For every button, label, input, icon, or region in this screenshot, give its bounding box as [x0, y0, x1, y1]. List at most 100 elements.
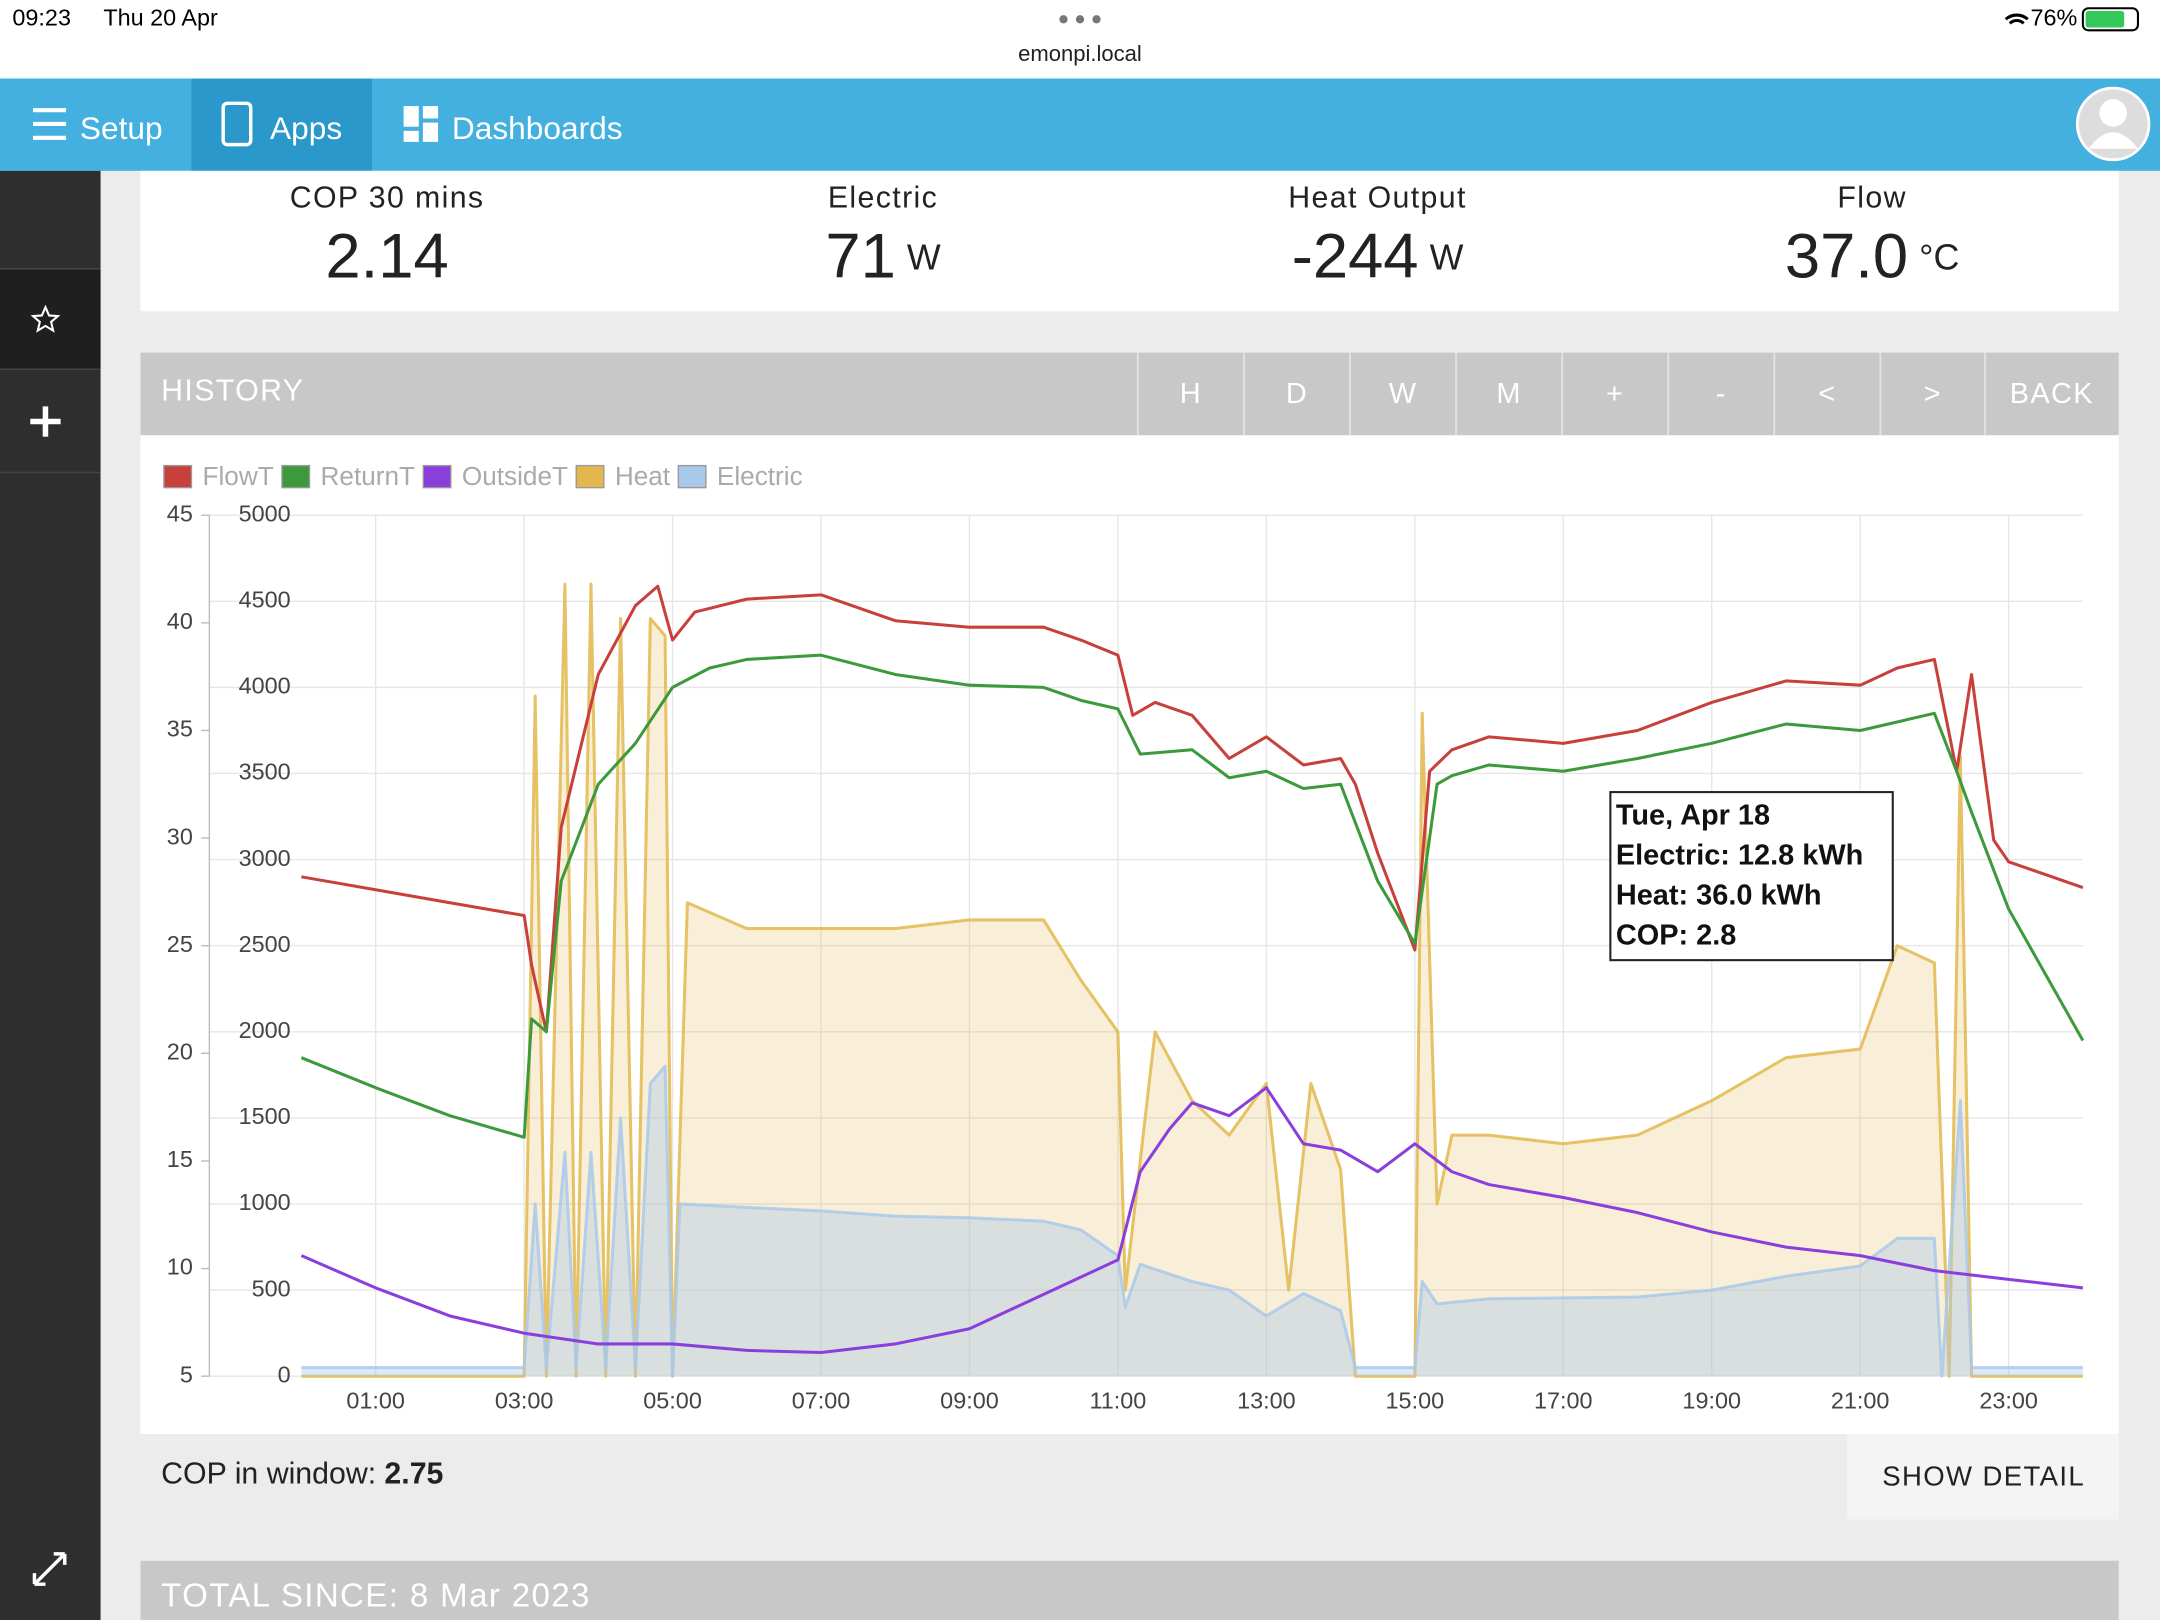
- avatar-body: [2088, 132, 2138, 149]
- battery-icon: [2081, 7, 2139, 32]
- history-button[interactable]: W: [1389, 378, 1418, 410]
- line: [301, 582, 2083, 1378]
- history-button[interactable]: H: [1180, 378, 1202, 410]
- clock: 09:23: [12, 4, 71, 30]
- x-tick-label: 11:00: [1089, 1388, 1146, 1414]
- add-icon[interactable]: [30, 406, 61, 437]
- y-tick-label: 30: [167, 823, 193, 849]
- legend-swatch: [422, 464, 452, 489]
- y2-tick-label: 4500: [239, 586, 291, 612]
- legend-swatch: [677, 464, 707, 489]
- history-button[interactable]: +: [1606, 378, 1624, 410]
- y-tick-label: 10: [167, 1254, 193, 1280]
- history-button[interactable]: M: [1496, 378, 1521, 410]
- stat-value: -244 W: [1292, 221, 1464, 291]
- legend-swatch: [575, 464, 605, 489]
- line: [301, 1064, 2083, 1378]
- nav-apps[interactable]: Apps: [270, 110, 342, 146]
- x-tick-label: 05:00: [643, 1388, 702, 1414]
- menu-icon[interactable]: [33, 108, 67, 140]
- y2-tick-label: 2500: [239, 931, 291, 957]
- y2-tick-label: 500: [252, 1275, 291, 1301]
- y2-tick-label: 2000: [239, 1017, 291, 1043]
- y2-tick-label: 1000: [239, 1189, 291, 1215]
- sidebar-favorites[interactable]: [0, 270, 101, 370]
- chart: 0 500 1000 1500 2000 2500 3000 3500 4000 4500 5000…: [163, 461, 2085, 1414]
- dots: [1059, 15, 1101, 24]
- stat-number: -244: [1292, 221, 1419, 291]
- tooltip-line: Heat: 36.0 kWh: [1616, 879, 1822, 911]
- line: [300, 653, 2085, 1139]
- y-tick-label: 25: [167, 931, 193, 957]
- history-title: HISTORY: [161, 375, 304, 408]
- line: [300, 1086, 2084, 1354]
- nav-setup[interactable]: Setup: [80, 110, 163, 146]
- y-tick-label: 5: [180, 1361, 193, 1387]
- dashboards-icon[interactable]: [403, 106, 439, 142]
- status-bar: [0, 0, 2160, 79]
- y2-tick-label: 4000: [239, 673, 291, 699]
- stat-value: 2.14: [325, 221, 448, 291]
- show-detail-label[interactable]: SHOW DETAIL: [1882, 1460, 2085, 1491]
- summary-bar: [140, 1434, 1848, 1520]
- y-tick-label: 20: [167, 1038, 193, 1064]
- x-tick-label: 09:00: [940, 1388, 999, 1414]
- history-buttons: H D W M + - < > BACK: [1136, 352, 2094, 436]
- y-tick-label: 35: [167, 716, 193, 742]
- history-button[interactable]: BACK: [2010, 378, 2094, 410]
- history-header: [140, 352, 2119, 436]
- tooltip-box: [1609, 791, 1894, 962]
- legend-swatch: [163, 464, 193, 489]
- x-tick-label: 03:00: [495, 1388, 554, 1414]
- stat-number: 37.0: [1785, 221, 1908, 291]
- url[interactable]: emonpi.local: [1018, 41, 1142, 66]
- stat-unit: W: [907, 238, 941, 278]
- stat-unit: W: [1430, 238, 1464, 278]
- history-button[interactable]: -: [1716, 378, 1727, 410]
- stat-label: Heat Output: [1288, 182, 1467, 215]
- x-tick-label: 23:00: [1979, 1388, 2038, 1414]
- history-button[interactable]: >: [1924, 378, 1942, 410]
- y2-tick-label: 3500: [239, 759, 291, 785]
- legend-swatch: [281, 464, 311, 489]
- y-tick-label: 45: [167, 500, 193, 526]
- stat-number: 2.14: [325, 221, 448, 291]
- stat-label: COP 30 mins: [290, 182, 485, 215]
- legend-label: OutsideT: [462, 461, 568, 491]
- x-tick-label: 17:00: [1534, 1388, 1593, 1414]
- x-tick-label: 13:00: [1237, 1388, 1296, 1414]
- stat-value: 71 W: [825, 221, 941, 291]
- battery-level: 76%: [2030, 4, 2077, 30]
- tooltip-line: Electric: 12.8 kWh: [1616, 839, 1863, 871]
- x-tick-label: 07:00: [792, 1388, 851, 1414]
- total-header: [140, 1560, 2119, 1620]
- area: [301, 1066, 2083, 1377]
- sidebar: [0, 170, 101, 1620]
- stat-value: 37.0 °C: [1785, 221, 1960, 291]
- x-tick-label: 15:00: [1386, 1388, 1445, 1414]
- history-button[interactable]: <: [1818, 378, 1836, 410]
- nav-dashboards[interactable]: Dashboards: [452, 110, 623, 146]
- legend-label: ReturnT: [321, 461, 416, 491]
- expand-icon[interactable]: [32, 1552, 67, 1586]
- legend-label: FlowT: [203, 461, 274, 491]
- star-icon[interactable]: [30, 304, 61, 333]
- y-tick-label: 40: [167, 608, 193, 634]
- stat-number: 71: [825, 221, 895, 291]
- y2-tick-label: 0: [278, 1361, 291, 1387]
- cop-window-value: 2.75: [384, 1457, 443, 1490]
- show-detail-button[interactable]: [1847, 1434, 2119, 1520]
- y2-tick-label: 1500: [239, 1103, 291, 1129]
- stat-unit: °C: [1919, 238, 1959, 278]
- stat-label: Flow: [1837, 182, 1906, 215]
- y-tick-label: 15: [167, 1146, 193, 1172]
- x-tick-label: 21:00: [1831, 1388, 1890, 1414]
- x-tick-label: 19:00: [1682, 1388, 1741, 1414]
- apps-icon[interactable]: [221, 101, 253, 147]
- area: [301, 584, 2083, 1377]
- stats-panel: [140, 170, 2119, 312]
- history-button[interactable]: D: [1286, 378, 1308, 410]
- tooltip-line: Tue, Apr 18: [1616, 800, 1770, 832]
